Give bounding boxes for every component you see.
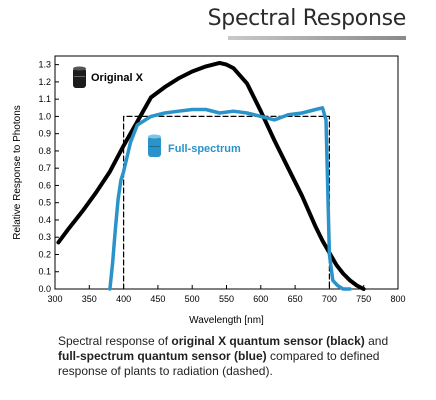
- y-tick-label: 0.2: [38, 249, 51, 259]
- x-tick-label: 350: [82, 294, 97, 304]
- y-tick-label: 0.7: [38, 163, 51, 173]
- figure-caption: Spectral response of original X quantum …: [58, 334, 408, 379]
- x-tick-label: 550: [219, 294, 234, 304]
- legend-item-original-x: Original X: [73, 66, 144, 88]
- y-axis-label: Relative Response to Photons: [12, 105, 23, 240]
- y-tick-label: 0.0: [38, 284, 51, 294]
- x-axis-label: Wavelength [nm]: [189, 315, 264, 326]
- y-tick-label: 0.6: [38, 180, 51, 190]
- caption-bold-2: full-spectrum quantum sensor (blue): [58, 349, 267, 363]
- series-line-original-x: [56, 60, 366, 291]
- y-tick-label: 1.1: [38, 94, 51, 104]
- caption-text-1: Spectral response of: [58, 334, 172, 348]
- legend-label-original-x: Original X: [91, 72, 144, 84]
- y-tick-label: 0.3: [38, 232, 51, 242]
- title-underline: [228, 36, 406, 40]
- page-title: Spectral Response: [207, 6, 407, 31]
- x-tick-label: 650: [288, 294, 303, 304]
- caption-bold-1: original X quantum sensor (black): [171, 334, 365, 348]
- caption-text-2: and: [364, 334, 389, 348]
- x-tick-label: 600: [253, 294, 268, 304]
- x-tick-label: 500: [185, 294, 200, 304]
- y-tick-label: 0.5: [38, 198, 51, 208]
- y-tick-label: 0.9: [38, 129, 51, 139]
- x-tick-label: 800: [390, 294, 405, 304]
- x-tick-label: 300: [47, 294, 62, 304]
- y-tick-label: 0.4: [38, 215, 51, 225]
- x-tick-label: 750: [356, 294, 371, 304]
- x-tick-label: 450: [150, 294, 165, 304]
- legend-item-full-spectrum: Full-spectrum: [148, 134, 241, 157]
- black-sensor-icon: [73, 66, 86, 88]
- series-layer: [56, 60, 366, 291]
- x-tick-label: 700: [322, 294, 337, 304]
- y-tick-label: 0.8: [38, 146, 51, 156]
- spectral-response-chart: 300 350 400 450 500 550 600 650 700 750 800 0.0 0.1 0…: [12, 55, 406, 326]
- blue-sensor-icon: [148, 134, 161, 157]
- y-tick-label: 1.3: [38, 60, 51, 70]
- plot-frame: [54, 55, 399, 290]
- y-tick-label: 1.0: [38, 111, 51, 121]
- series-line-full-spectrum: [108, 106, 352, 291]
- caption-text-3: compared to defined response of plants t…: [58, 349, 380, 378]
- legend-label-full-spectrum: Full-spectrum: [168, 143, 241, 155]
- y-tick-label: 0.1: [38, 267, 51, 277]
- y-tick-label: 1.2: [38, 77, 51, 87]
- axis-tick-labels: 300 350 400 450 500 550 600 650 700 750 800 0.0 0.1 0…: [38, 60, 405, 304]
- legend: Original X Full-spectrum: [73, 66, 241, 157]
- x-tick-label: 400: [116, 294, 131, 304]
